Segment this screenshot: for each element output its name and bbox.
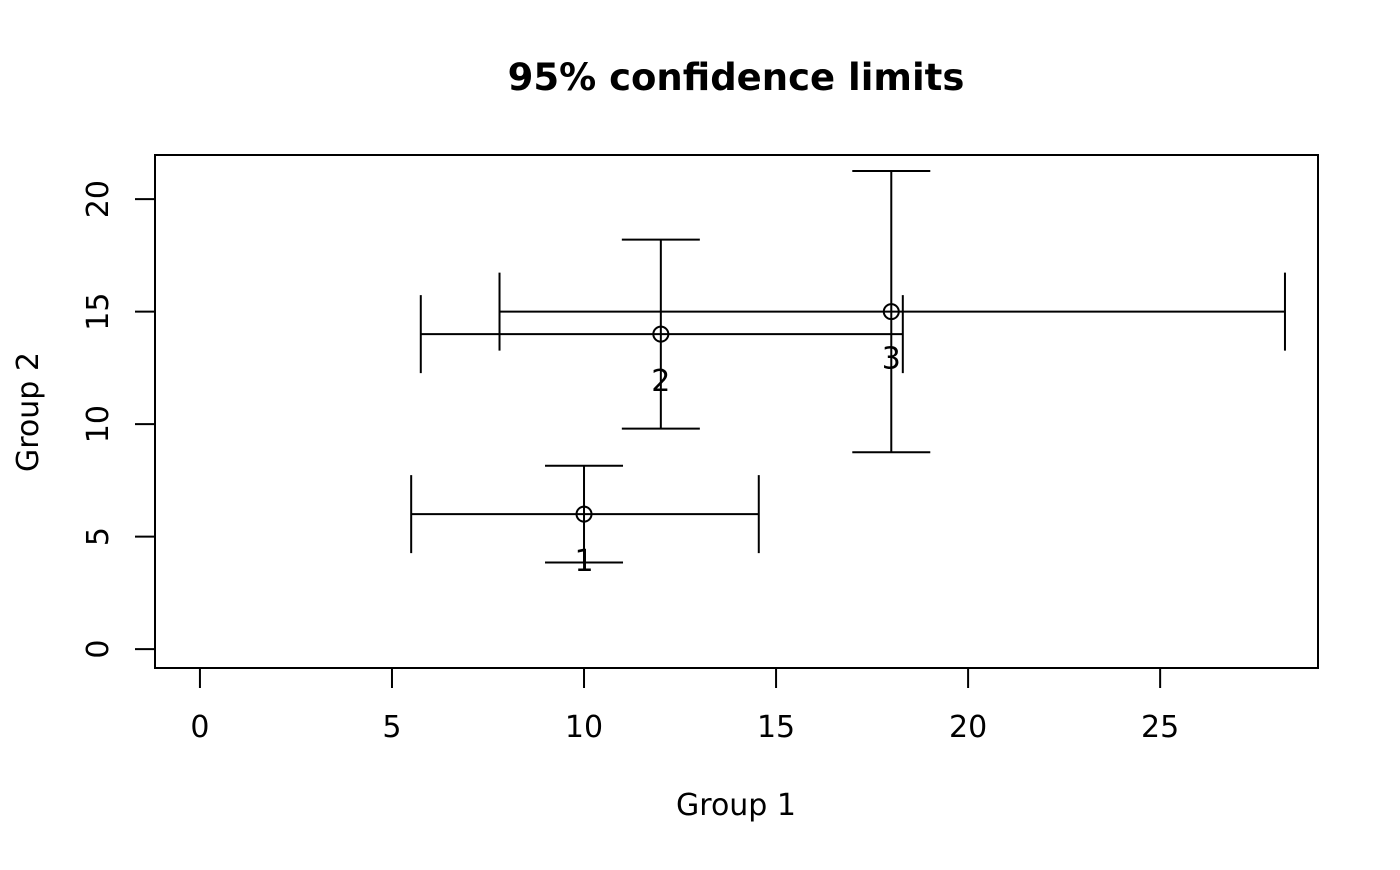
x-tick-label: 0 <box>190 710 209 745</box>
x-tick-label: 25 <box>1141 710 1179 745</box>
chart-title: 95% confidence limits <box>508 56 965 99</box>
y-tick-label: 15 <box>81 293 116 331</box>
x-axis-ticks: 0 5 10 15 20 25 <box>190 668 1179 745</box>
x-tick-label: 5 <box>382 710 401 745</box>
error-bar-point-2: 2 <box>419 238 904 430</box>
y-tick-label: 5 <box>81 527 116 546</box>
data-point-marker <box>652 325 670 343</box>
x-tick-label: 10 <box>565 710 603 745</box>
error-bar-point-3: 3 <box>498 169 1286 454</box>
x-tick-label: 15 <box>757 710 795 745</box>
y-axis-ticks: 0 5 10 15 20 <box>81 180 155 659</box>
y-tick-label: 20 <box>81 180 116 218</box>
error-bar-point-1: 1 <box>410 464 760 579</box>
x-axis-label: Group 1 <box>676 788 796 823</box>
y-tick-label: 0 <box>81 640 116 659</box>
point-label: 2 <box>651 364 670 399</box>
error-bar-series: 1 2 3 <box>410 169 1286 579</box>
point-label: 1 <box>574 544 593 579</box>
point-label: 3 <box>882 342 901 377</box>
data-point-marker <box>575 505 593 523</box>
plot-area-box <box>154 154 1319 669</box>
y-tick-label: 10 <box>81 405 116 443</box>
x-tick-label: 20 <box>949 710 987 745</box>
data-point-marker <box>882 303 900 321</box>
y-axis-label: Group 2 <box>11 352 46 472</box>
